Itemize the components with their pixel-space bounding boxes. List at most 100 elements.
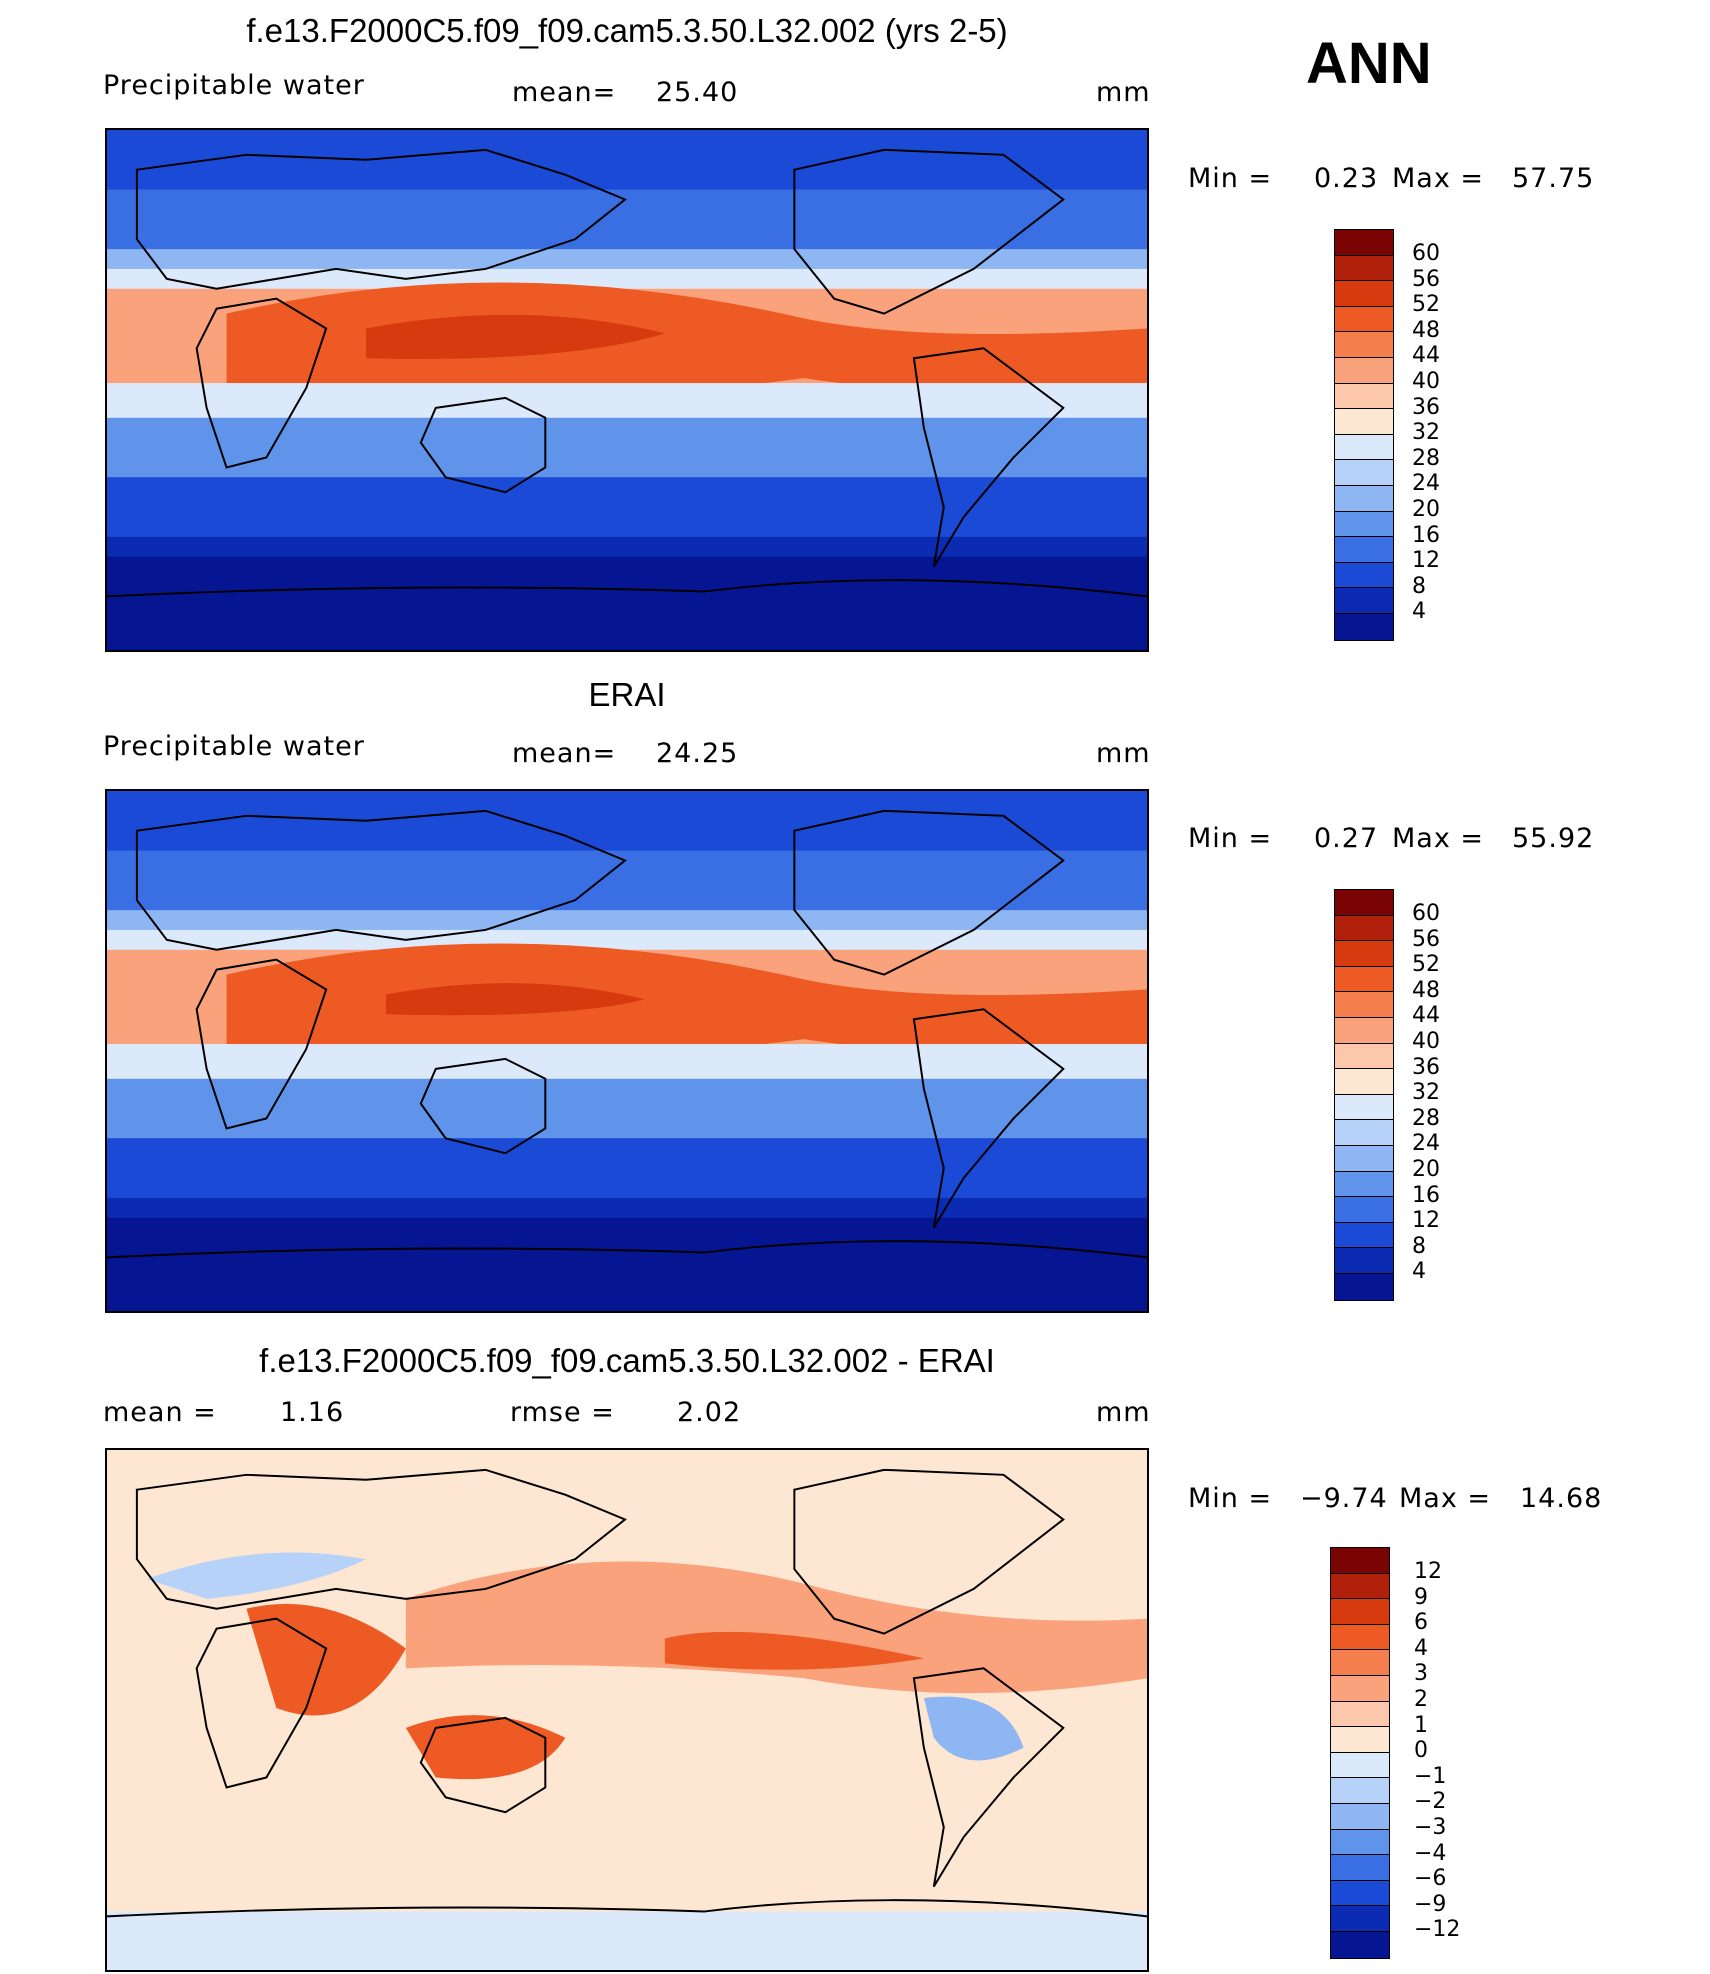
colorbar-swatch <box>1335 1171 1393 1198</box>
colorbar-tick-label: 40 <box>1412 368 1440 394</box>
panel-diff-rmse-value: 2.02 <box>677 1397 742 1428</box>
colorbar-tick-label: −6 <box>1414 1866 1447 1892</box>
colorbar-swatch <box>1331 1803 1389 1830</box>
panel-diff-title: f.e13.F2000C5.f09_f09.cam5.3.50.L32.002 … <box>259 1342 995 1379</box>
colorbar-swatch <box>1335 588 1393 614</box>
panel-model-variable: Precipitable water <box>103 70 365 101</box>
colorbar-tick-label: −12 <box>1414 1917 1461 1943</box>
season-label: ANN <box>1306 31 1432 96</box>
colorbar-tick-label: 20 <box>1412 496 1440 522</box>
colorbar-tick-label: 28 <box>1412 445 1440 471</box>
panel-obs-mean-value: 24.25 <box>656 738 739 769</box>
colorbar-swatch <box>1335 941 1393 967</box>
colorbar-tick-label: 8 <box>1412 573 1426 599</box>
panel-model-max-label: Max = <box>1392 163 1485 194</box>
panel-diff-min-label: Min = <box>1188 1483 1273 1514</box>
colorbar-tick-label: 12 <box>1412 548 1440 574</box>
panel-obs-variable: Precipitable water <box>103 731 365 762</box>
panel-obs-max-value: 55.92 <box>1512 823 1595 854</box>
colorbar-swatch <box>1331 1880 1389 1907</box>
colorbar-swatch <box>1331 1599 1389 1625</box>
panel-model-mean-value: 25.40 <box>656 77 739 108</box>
colorbar-tick-label: 4 <box>1412 1259 1426 1285</box>
panel-model-title: f.e13.F2000C5.f09_f09.cam5.3.50.L32.002 … <box>246 12 1008 49</box>
colorbar-tick-label: 16 <box>1412 522 1440 548</box>
panel-obs-title: ERAI <box>588 676 666 713</box>
colorbar-swatch <box>1335 613 1393 640</box>
colorbar-tick-label: 56 <box>1412 926 1440 952</box>
panel-model-max-value: 57.75 <box>1512 163 1595 194</box>
colorbar-swatch <box>1335 1094 1393 1121</box>
colorbar-swatch <box>1335 1273 1393 1300</box>
colorbar-swatch <box>1331 1701 1389 1728</box>
colorbar-tick-label: 4 <box>1414 1635 1428 1661</box>
panel-obs-units: mm <box>1096 738 1151 769</box>
panel-model-colorbar <box>1334 229 1394 641</box>
colorbar-swatch <box>1335 281 1393 307</box>
colorbar-tick-label: 1 <box>1414 1712 1428 1738</box>
colorbar-swatch <box>1335 332 1393 358</box>
colorbar-swatch <box>1335 357 1393 384</box>
colorbar-tick-label: −9 <box>1414 1891 1447 1917</box>
colorbar-tick-label: 12 <box>1414 1559 1442 1584</box>
colorbar-swatch <box>1331 1727 1389 1753</box>
colorbar-swatch <box>1335 434 1393 461</box>
colorbar-tick-label: 44 <box>1412 343 1440 369</box>
panel-diff-mean-value: 1.16 <box>280 1397 345 1428</box>
colorbar-tick-label: 8 <box>1412 1233 1426 1259</box>
colorbar-swatch <box>1335 562 1393 589</box>
colorbar-swatch <box>1335 383 1393 410</box>
panel-diff-colorbar <box>1330 1547 1390 1959</box>
colorbar-swatch <box>1335 511 1393 538</box>
colorbar-tick-label: 44 <box>1412 1003 1440 1029</box>
colorbar-swatch <box>1335 1145 1393 1172</box>
colorbar-tick-label: 36 <box>1412 1054 1440 1080</box>
colorbar-swatch <box>1335 890 1393 916</box>
colorbar-tick-label: 2 <box>1414 1686 1428 1712</box>
colorbar-tick-label: 0 <box>1414 1738 1428 1764</box>
colorbar-swatch <box>1335 1222 1393 1249</box>
panel-obs-map <box>105 789 1149 1313</box>
colorbar-swatch <box>1331 1778 1389 1804</box>
colorbar-tick-label: 36 <box>1412 394 1440 420</box>
panel-obs-max-label: Max = <box>1392 823 1485 854</box>
colorbar-tick-label: −1 <box>1414 1763 1447 1789</box>
colorbar-swatch <box>1335 230 1393 256</box>
colorbar-swatch <box>1335 409 1393 435</box>
colorbar-swatch <box>1331 1752 1389 1779</box>
panel-model-colorbar-labels: 60 56 52 48 44 40 36 32 28 24 20 16 12 8 4 <box>1412 241 1440 625</box>
colorbar-swatch <box>1331 1548 1389 1574</box>
colorbar-swatch <box>1335 1069 1393 1095</box>
colorbar-swatch <box>1335 992 1393 1018</box>
colorbar-tick-label: 52 <box>1412 952 1440 978</box>
colorbar-swatch <box>1331 1650 1389 1676</box>
colorbar-swatch <box>1335 460 1393 486</box>
panel-obs-min-value: 0.27 <box>1314 823 1379 854</box>
colorbar-tick-label: 32 <box>1412 1080 1440 1106</box>
colorbar-tick-label: −3 <box>1414 1814 1447 1840</box>
panel-model-min-value: 0.23 <box>1314 163 1379 194</box>
colorbar-swatch <box>1335 915 1393 942</box>
colorbar-swatch <box>1331 1675 1389 1702</box>
colorbar-swatch <box>1331 1624 1389 1651</box>
panel-obs-colorbar-labels: 60 56 52 48 44 40 36 32 28 24 20 16 12 8 4 <box>1412 901 1440 1285</box>
colorbar-swatch <box>1335 966 1393 993</box>
panel-model-min-label: Min = <box>1188 163 1273 194</box>
panel-obs-colorbar <box>1334 889 1394 1301</box>
colorbar-swatch <box>1335 255 1393 282</box>
colorbar-swatch <box>1335 1197 1393 1223</box>
colorbar-swatch <box>1335 537 1393 563</box>
panel-diff-mean-label: mean = <box>103 1397 217 1428</box>
panel-diff-map <box>105 1448 1149 1972</box>
colorbar-swatch <box>1335 306 1393 333</box>
colorbar-tick-label: 24 <box>1412 1131 1440 1157</box>
colorbar-tick-label: 4 <box>1412 599 1426 625</box>
colorbar-swatch <box>1335 485 1393 512</box>
colorbar-tick-label: 9 <box>1414 1584 1428 1610</box>
colorbar-tick-label: 3 <box>1414 1661 1428 1687</box>
colorbar-tick-label: 48 <box>1412 317 1440 343</box>
colorbar-tick-label: 40 <box>1412 1028 1440 1054</box>
colorbar-swatch <box>1335 1120 1393 1146</box>
colorbar-tick-label: 60 <box>1412 241 1440 266</box>
colorbar-tick-label: 24 <box>1412 471 1440 497</box>
